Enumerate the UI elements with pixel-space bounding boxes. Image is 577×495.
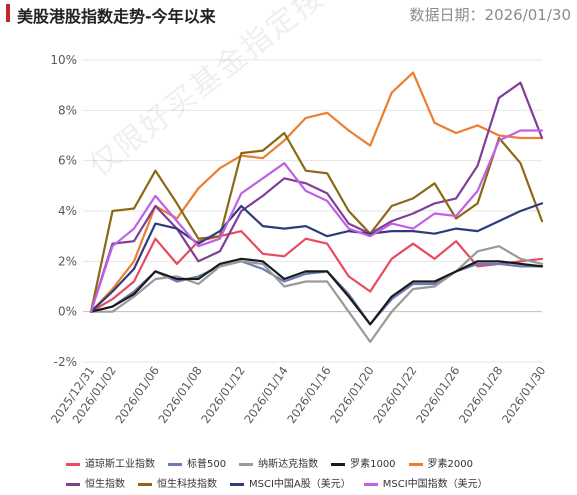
title-accent-bar (6, 4, 10, 22)
x-tick-label: 2026/01/06 (112, 364, 161, 426)
data-date-value: 2026/01/30 (484, 6, 571, 24)
legend-swatch (239, 462, 254, 466)
legend-item: 纳斯达克指数 (239, 455, 318, 470)
legend-swatch (363, 482, 378, 486)
series-line (89, 257, 544, 326)
x-tick-label: 2026/01/22 (370, 364, 419, 426)
x-tick-label: 2026/01/14 (241, 364, 290, 426)
legend-item: 罗素2000 (408, 455, 473, 470)
legend-swatch (168, 462, 182, 466)
legend-item: MSCI中国指数（美元） (363, 475, 488, 490)
legend-swatch (66, 462, 80, 466)
legend-swatch (331, 462, 346, 466)
data-date: 数据日期：2026/01/30 (410, 4, 571, 25)
legend-swatch (138, 482, 152, 486)
legend-swatch (408, 462, 423, 466)
legend-item: MSCI中国A股（美元） (230, 475, 351, 490)
legend-item: 恒生指数 (66, 475, 125, 490)
series-line (89, 230, 544, 313)
legend-label: 标普500 (187, 459, 227, 470)
legend-item: 恒生科技指数 (138, 475, 217, 490)
legend-swatch (66, 482, 80, 486)
series-line (89, 245, 544, 343)
legend-label: 罗素2000 (427, 459, 473, 470)
legend-label: 纳斯达克指数 (258, 459, 319, 470)
line-chart: -2%0%2%4%6%8%10%2025/12/312026/01/022026… (48, 53, 548, 426)
chart-legend: 道琼斯工业指数 标普500 纳斯达克指数 罗素1000 罗素2000 恒生指数 恒生科技指数… (66, 455, 546, 495)
x-tick-label: 2026/01/20 (327, 364, 376, 426)
legend-label: 恒生指数 (85, 479, 125, 490)
legend-label: 恒生科技指数 (157, 479, 217, 490)
legend-swatch (230, 482, 244, 486)
series-line (89, 129, 544, 313)
legend-item: 标普500 (168, 455, 226, 470)
x-tick-label: 2026/01/16 (284, 364, 333, 426)
x-tick-label: 2026/01/30 (499, 364, 548, 426)
y-tick-label: 10% (50, 53, 77, 67)
x-tick-label: 2026/01/12 (198, 364, 247, 426)
y-tick-label: 4% (58, 204, 77, 218)
x-tick-label: 2026/01/26 (413, 364, 462, 426)
series-line (89, 81, 544, 313)
y-tick-label: 0% (58, 305, 77, 319)
series-line (89, 71, 544, 313)
data-date-label: 数据日期： (409, 6, 485, 24)
chart-title: 美股港股指数走势-今年以来 (17, 7, 216, 26)
legend-label: MSCI中国A股（美元） (249, 479, 351, 490)
x-tick-label: 2026/01/28 (456, 364, 505, 426)
y-tick-label: 6% (58, 154, 77, 168)
y-tick-label: 2% (58, 254, 77, 268)
series-line (89, 131, 544, 313)
legend-item: 罗素1000 (331, 455, 396, 470)
x-tick-label: 2026/01/08 (155, 364, 204, 426)
legend-label: MSCI中国指数（美元） (382, 479, 488, 490)
legend-item: 道琼斯工业指数 (66, 455, 155, 470)
legend-label: 罗素1000 (350, 459, 396, 470)
y-tick-label: 8% (58, 103, 77, 117)
series-line (89, 202, 544, 313)
legend-label: 道琼斯工业指数 (85, 459, 155, 470)
y-tick-label: -2% (54, 355, 77, 369)
series-line (89, 260, 544, 326)
